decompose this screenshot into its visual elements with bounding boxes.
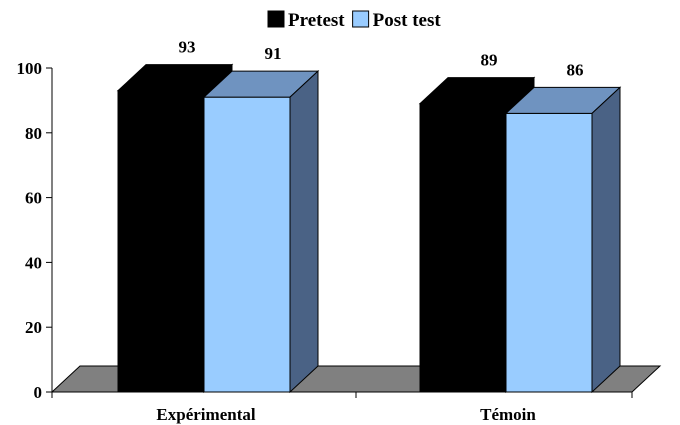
y-tick-label: 0 [34,383,43,402]
chart-bars [116,63,622,394]
bar-post-test-temoin [504,86,622,394]
chart-legend: Pretest Post test [267,10,442,31]
legend-swatch-pretest [267,10,285,28]
data-label-post-test-temoin: 86 [567,60,584,79]
bar-post-test-experimental [202,70,320,394]
bar-front-face [203,96,291,393]
y-tick-label: 20 [25,318,42,337]
chart-axes: 0 20 40 60 80 100 Expérimental Témoin [17,59,633,424]
y-tick-label: 80 [25,124,42,143]
legend-swatch-post-test [352,10,370,28]
y-tick-label: 100 [17,59,43,78]
bar-front-face [117,90,205,393]
y-tick-label: 60 [25,189,42,208]
y-tick-label: 40 [25,253,42,272]
chart-data-labels: 93 91 89 86 [179,38,584,80]
bar-front-face [419,103,507,393]
bar-side-face [591,86,621,394]
legend-label-post-test: Post test [373,10,442,31]
x-tick-label-experimental: Expérimental [156,405,255,424]
bar-side-face [289,70,319,394]
data-label-pretest-temoin: 89 [481,51,498,70]
legend-label-pretest: Pretest [288,10,345,31]
data-label-pretest-experimental: 93 [179,38,196,57]
data-label-post-test-experimental: 91 [265,44,282,63]
bar-front-face [505,112,593,393]
x-tick-label-temoin: Témoin [480,405,536,424]
